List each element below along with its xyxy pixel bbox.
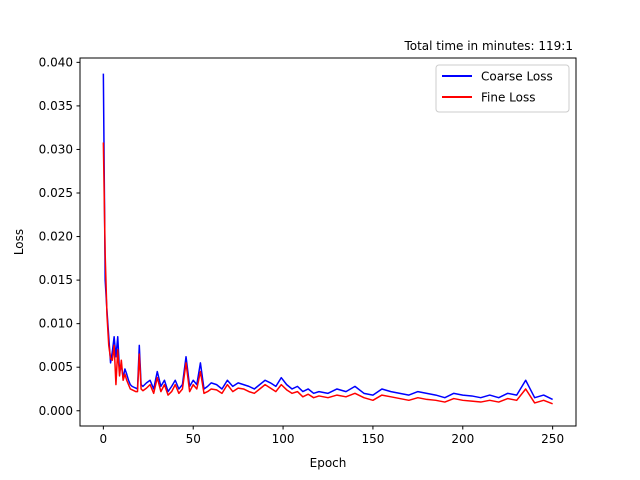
x-tick-label: 100 <box>272 432 295 446</box>
series-line-fine-loss <box>102 142 553 405</box>
x-tick-label: 50 <box>186 432 201 446</box>
y-tick-label: 0.025 <box>39 186 73 200</box>
y-tick-label: 0.040 <box>39 55 73 69</box>
y-tick-label: 0.015 <box>39 273 73 287</box>
x-axis-label: Epoch <box>310 456 347 470</box>
y-axis: 0.000 0.005 0.010 0.015 0.020 0.025 0.030 0.035… <box>39 55 80 418</box>
y-tick-label: 0.020 <box>39 230 73 244</box>
x-tick-label: 150 <box>361 432 384 446</box>
y-tick-label: 0.005 <box>39 360 73 374</box>
x-tick-label: 0 <box>100 432 108 446</box>
y-tick-label: 0.000 <box>39 404 73 418</box>
legend: Coarse Loss Fine Loss <box>435 64 570 113</box>
series-layer <box>102 73 553 405</box>
legend-label-coarse: Coarse Loss <box>481 70 553 84</box>
y-tick-label: 0.030 <box>39 142 73 156</box>
y-axis-label: Loss <box>12 229 26 255</box>
x-tick-label: 250 <box>541 432 564 446</box>
plot-frame <box>79 57 577 427</box>
x-tick-label: 200 <box>451 432 474 446</box>
legend-label-fine: Fine Loss <box>481 91 536 105</box>
series-line-coarse-loss <box>102 73 553 401</box>
chart-title: Total time in minutes: 119:1 <box>403 39 573 53</box>
x-axis: 0 50 100 150 200 250 <box>100 426 564 446</box>
y-tick-label: 0.035 <box>39 99 73 113</box>
y-tick-label: 0.010 <box>39 317 73 331</box>
